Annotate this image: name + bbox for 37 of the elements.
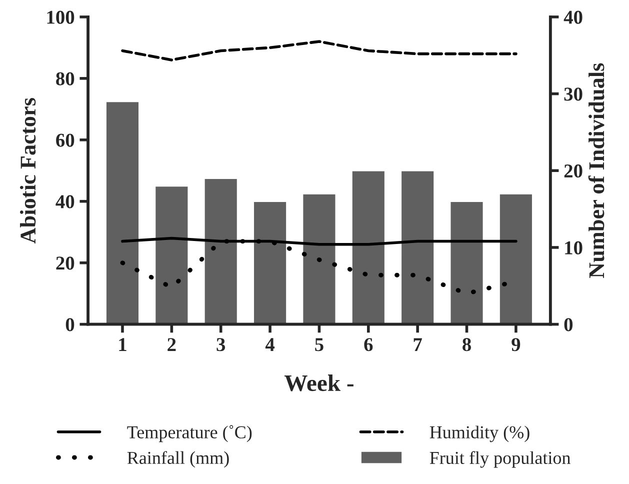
line-series xyxy=(121,40,518,62)
y2-tick-label: 40 xyxy=(564,10,582,24)
y-tick-label: 80 xyxy=(56,72,74,86)
x-tick-label: 1 xyxy=(119,338,126,351)
x-tick-label: 5 xyxy=(315,338,324,352)
x-axis-title: Week - xyxy=(284,374,354,392)
x-tick-label: 9 xyxy=(512,338,520,352)
y2-tick-label: 20 xyxy=(564,164,582,178)
bar xyxy=(154,185,190,324)
y2-tick-label: 10 xyxy=(565,241,582,254)
y-tick-label: 40 xyxy=(56,195,74,208)
x-tick-label: 6 xyxy=(364,338,373,352)
legend-label: Fruit fly population xyxy=(430,451,570,468)
bar xyxy=(400,170,435,324)
y-tick-label: 60 xyxy=(56,134,74,147)
x-tick-label: 4 xyxy=(265,338,275,351)
x-tick-label: 8 xyxy=(462,338,471,352)
legend-label: Humidity (%) xyxy=(430,426,530,442)
bar xyxy=(449,200,484,324)
legend-label: Rainfall (mm) xyxy=(127,451,229,468)
bar xyxy=(302,192,337,324)
bar xyxy=(105,100,140,324)
bar xyxy=(252,200,288,324)
bar xyxy=(498,192,534,324)
legend-label: Temperature (˚C) xyxy=(127,425,252,442)
x-tick-label: 7 xyxy=(414,338,422,351)
bar xyxy=(203,178,238,324)
y-tick-label: 100 xyxy=(47,10,74,24)
bar xyxy=(350,170,386,324)
y-axis-title: Abiotic Factors xyxy=(20,98,36,244)
y2-tick-label: 30 xyxy=(564,88,582,101)
y2-tick-label: 0 xyxy=(564,318,573,332)
y-tick-label: 0 xyxy=(66,318,74,332)
y2-axis-title: Number of Individuals xyxy=(588,63,604,278)
x-tick-label: 2 xyxy=(168,338,176,351)
x-tick-label: 3 xyxy=(216,338,226,352)
y-tick-label: 20 xyxy=(56,256,74,270)
